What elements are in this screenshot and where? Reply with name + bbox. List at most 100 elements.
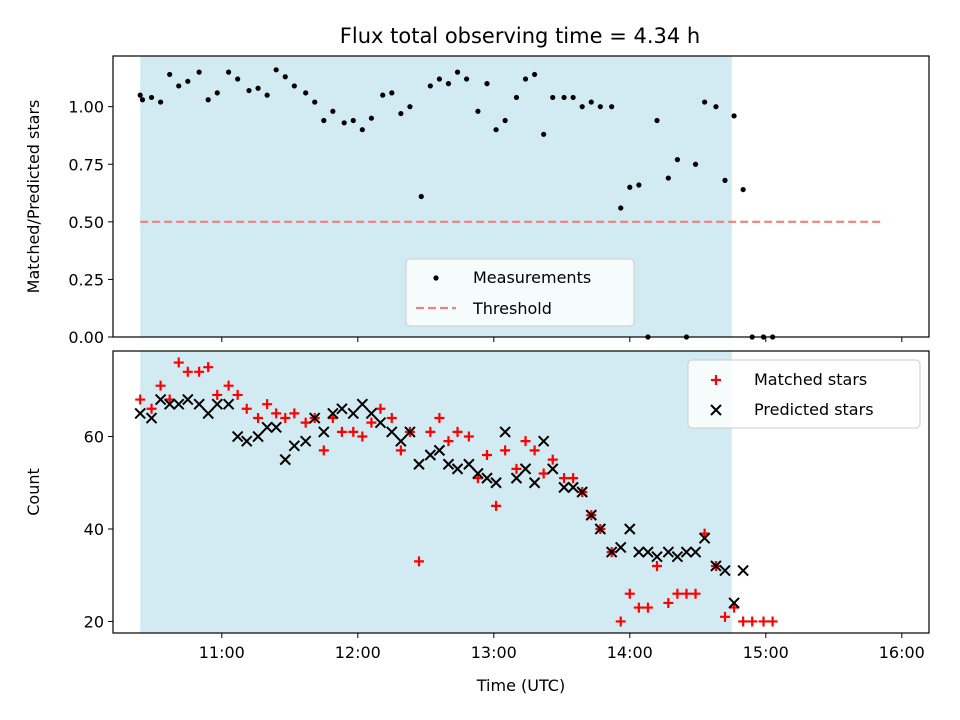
matched-star-point	[289, 408, 300, 419]
top-panel: 0.00 0.25 0.50 0.75 1.00 Matched/Predicted st…	[24, 55, 930, 347]
predicted-star-point	[463, 458, 475, 470]
predicted-star-point	[519, 463, 532, 475]
matched-star-point	[652, 560, 662, 571]
predicted-star-point	[413, 458, 425, 470]
y-tick-label: 1.00	[68, 98, 104, 117]
measurement-point	[246, 87, 252, 94]
matched-star-point	[642, 602, 653, 613]
measurement-point	[588, 99, 594, 105]
predicted-star-point	[252, 430, 264, 443]
measurement-point	[713, 104, 719, 110]
matched-star-point	[318, 445, 329, 456]
measurement-point	[692, 161, 699, 167]
matched-star-point	[559, 473, 570, 484]
measurement-point	[674, 157, 681, 163]
measurement-point	[579, 104, 585, 110]
predicted-star-point	[374, 416, 387, 429]
matched-star-point	[747, 616, 758, 627]
predicted-star-point	[424, 449, 437, 461]
measurement-point	[475, 108, 481, 114]
legend: Measurements Threshold	[405, 258, 635, 327]
predicted-star-point	[442, 458, 455, 470]
legend-measurement-marker	[433, 275, 439, 281]
matched-star-point	[672, 588, 683, 599]
measurement-point	[570, 94, 576, 101]
measurement-point	[618, 205, 624, 211]
measurement-point	[418, 193, 424, 200]
measurement-point	[541, 131, 547, 137]
measurement-point	[312, 99, 318, 105]
predicted-star-point	[490, 477, 502, 489]
predicted-star-point	[347, 407, 359, 420]
matched-star-point	[681, 588, 692, 599]
predicted-star-point	[719, 564, 731, 577]
measurement-point	[654, 117, 660, 124]
measurement-point	[609, 104, 615, 110]
predicted-star-point	[163, 398, 176, 410]
measurement-point	[380, 92, 386, 98]
measurement-point	[532, 71, 538, 78]
matched-star-point	[624, 588, 635, 599]
matched-star-point	[443, 436, 454, 447]
measurement-point	[303, 90, 309, 96]
measurement-point	[522, 76, 529, 82]
predicted-star-point	[365, 407, 378, 420]
measurement-point	[137, 92, 143, 98]
x-tick-label: 15:00	[743, 643, 789, 662]
matched-star-point	[336, 426, 347, 437]
measurement-point	[445, 81, 452, 87]
measurement-point	[205, 97, 211, 103]
matched-star-point	[434, 413, 445, 424]
matched-star-point	[511, 463, 522, 474]
predicted-star-point	[395, 435, 407, 447]
matched-star-point	[253, 413, 264, 424]
measurement-point	[330, 108, 336, 114]
measurement-point	[273, 67, 279, 73]
measurement-point	[214, 90, 220, 96]
matched-star-point	[663, 597, 674, 608]
predicted-star-point	[309, 412, 321, 424]
axes-frame	[112, 55, 930, 338]
predicted-star-point	[615, 541, 627, 554]
matched-star-point	[300, 417, 311, 428]
predicted-star-point	[698, 532, 711, 544]
matched-star-point	[500, 445, 511, 456]
predicted-star-point	[671, 551, 684, 563]
legend-matched-marker	[711, 375, 721, 385]
predicted-star-point	[145, 412, 158, 424]
matched-star-point	[482, 450, 492, 461]
matched-star-point	[491, 500, 502, 511]
measurement-point	[427, 83, 433, 89]
measurement-point	[321, 117, 327, 124]
measurement-point	[264, 92, 270, 98]
matched-star-point	[262, 399, 273, 410]
predicted-star-point	[472, 467, 484, 480]
predicted-star-point	[585, 509, 597, 521]
measurement-point	[341, 120, 347, 126]
matched-star-point	[690, 588, 701, 599]
y-tick-label: 0.50	[68, 213, 104, 232]
measurement-point	[513, 94, 520, 101]
legend-predicted-marker	[710, 404, 722, 416]
matched-star-point	[232, 389, 243, 400]
matched-star-point	[425, 426, 436, 437]
matched-star-point	[146, 403, 157, 414]
predicted-star-point	[356, 398, 369, 410]
measurement-point	[185, 78, 191, 84]
measurement-point	[702, 99, 708, 105]
predicted-star-point	[558, 481, 570, 494]
measurement-point	[176, 83, 182, 89]
matched-star-point	[203, 362, 214, 373]
legend-predicted-label: Predicted stars	[754, 400, 874, 419]
predicted-star-point	[336, 403, 348, 415]
predicted-star-point	[510, 472, 523, 484]
measurement-point	[550, 94, 556, 101]
measurement-point	[561, 94, 567, 101]
measurement-point	[167, 71, 173, 78]
predicted-star-point	[193, 398, 205, 410]
y-tick-label: 60	[84, 428, 104, 447]
measurement-point	[454, 69, 461, 75]
measurement-point	[139, 97, 146, 103]
x-tick-label: 11:00	[199, 643, 245, 662]
matched-star-point	[386, 413, 397, 424]
